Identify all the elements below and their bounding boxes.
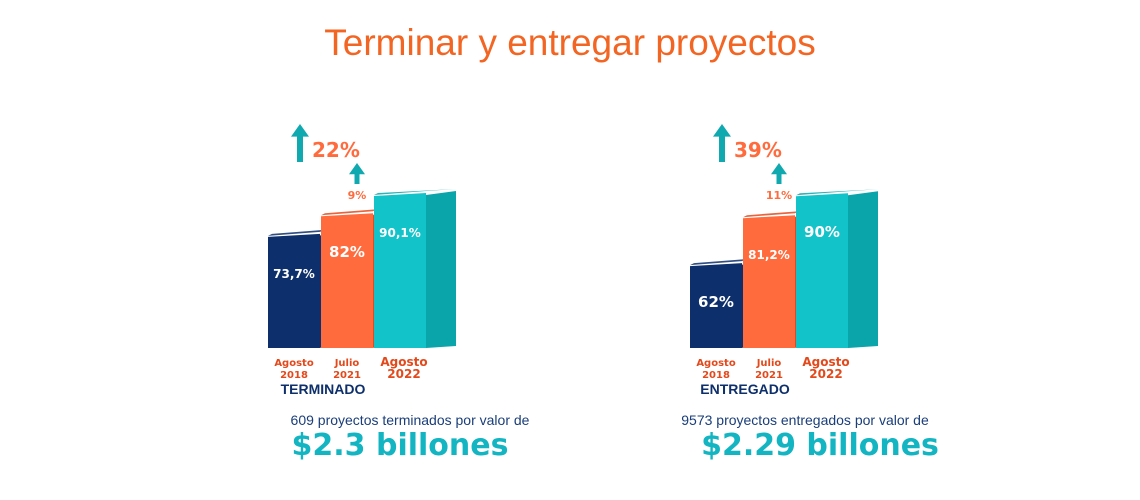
growth-arrow-icon <box>349 163 365 184</box>
bar <box>743 215 795 348</box>
growth-step-label: 9% <box>348 189 367 202</box>
category-label: 2021 <box>333 370 361 381</box>
category-label: 2021 <box>755 370 783 381</box>
summary-value: $2.3 billones <box>291 428 509 463</box>
category-label: Agosto <box>696 358 736 369</box>
growth-total-label: 22% <box>312 138 360 162</box>
bar-value-label: 81,2% <box>748 248 790 262</box>
category-label: Agosto <box>380 355 427 369</box>
category-label: Julio <box>756 358 782 369</box>
growth-arrow-icon <box>291 124 309 162</box>
bar-top <box>321 209 377 216</box>
growth-arrow-icon <box>771 163 787 184</box>
bar <box>690 263 742 348</box>
bar <box>268 233 320 348</box>
bar <box>321 213 373 348</box>
category-label: 2022 <box>809 367 842 381</box>
axis-label: TERMINADO <box>281 381 366 397</box>
bar-value-label: 90,1% <box>379 226 421 240</box>
growth-arrow-icon <box>713 124 731 162</box>
category-label: 2018 <box>702 370 730 381</box>
bar-top <box>743 211 799 218</box>
bar-value-label: 82% <box>329 243 365 261</box>
bar <box>374 193 426 348</box>
bar-side <box>426 191 456 348</box>
category-label: 2018 <box>280 370 308 381</box>
category-label: 2022 <box>387 367 420 381</box>
growth-step-label: 11% <box>766 189 792 202</box>
category-label: Agosto <box>274 358 314 369</box>
category-label: Julio <box>334 358 360 369</box>
bar-top <box>690 259 746 266</box>
chart-entregado: 62% Agosto 2018 81,2% Julio 2021 90% Agosto 2022… <box>640 0 1120 500</box>
summary-text: 609 proyectos terminados por valor de <box>290 412 530 428</box>
chart-svg-entregado: 62%Agosto201881,2%Julio202190%Agosto2022… <box>690 124 878 397</box>
chart-svg-terminado: 73,7%Agosto201882%Julio202190,1%Agosto20… <box>268 124 456 397</box>
page-title: Terminar y entregar proyectos <box>324 22 816 63</box>
growth-total-label: 39% <box>734 138 782 162</box>
category-label: Agosto <box>802 355 849 369</box>
summary-text: 9573 proyectos entregados por valor de <box>681 412 929 428</box>
bar-value-label: 73,7% <box>273 267 315 281</box>
axis-label: ENTREGADO <box>700 381 790 397</box>
bar-top <box>268 229 324 236</box>
bar-value-label: 62% <box>698 293 734 311</box>
bar <box>796 193 848 348</box>
chart-terminado: 73,7% Agosto 2018 82% Julio 2021 90,1% Agosto 20… <box>220 0 700 500</box>
summary-value: $2.29 billones <box>701 428 939 463</box>
bar-side <box>848 191 878 348</box>
bar-value-label: 90% <box>804 223 840 241</box>
